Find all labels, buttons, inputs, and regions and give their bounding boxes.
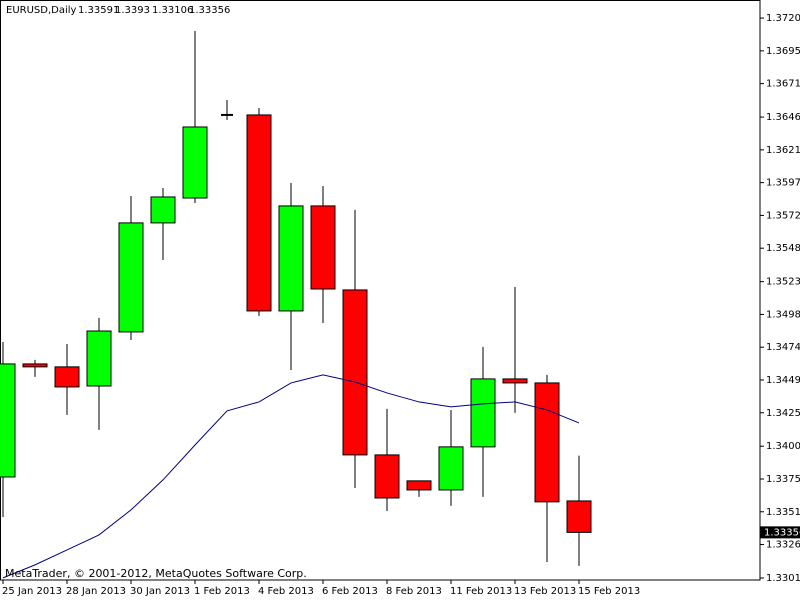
y-tick-label: 1.33510 — [766, 507, 800, 518]
y-tick-label: 1.34250 — [766, 408, 800, 419]
candle-body — [310, 205, 336, 290]
candle-body — [278, 205, 304, 312]
header-open: 1.33591 — [78, 5, 119, 16]
candle-body — [0, 363, 16, 478]
candle-body — [406, 480, 432, 491]
candle-body — [86, 330, 112, 387]
x-tick-label: 13 Feb 2013 — [514, 586, 576, 597]
header-close: 1.33356 — [189, 5, 230, 16]
y-tick-label: 1.36710 — [766, 79, 800, 90]
x-tick-label: 8 Feb 2013 — [386, 586, 442, 597]
chart-title: EURUSD,Daily — [6, 5, 77, 16]
x-tick-label: 4 Feb 2013 — [258, 586, 314, 597]
y-tick-label: 1.34985 — [766, 309, 800, 320]
candle-body — [438, 446, 464, 491]
y-tick-label: 1.33015 — [766, 573, 800, 584]
x-tick-label: 15 Feb 2013 — [578, 586, 640, 597]
x-tick-label: 11 Feb 2013 — [450, 586, 512, 597]
y-tick-label: 1.35230 — [766, 277, 800, 288]
candle-body — [182, 126, 208, 199]
y-tick-label: 1.36215 — [766, 145, 800, 156]
candle-body — [374, 454, 400, 499]
candle-body — [470, 378, 496, 448]
moving-average — [2, 374, 580, 579]
candle-body — [534, 382, 560, 503]
y-tick-label: 1.33755 — [766, 474, 800, 485]
x-tick-label: 1 Feb 2013 — [194, 586, 250, 597]
y-tick-label: 1.34740 — [766, 342, 800, 353]
y-tick-label: 1.35970 — [766, 178, 800, 189]
candle-body — [566, 500, 592, 533]
candle-body — [342, 289, 368, 456]
y-tick-label: 1.37200 — [766, 13, 800, 24]
candle-body — [150, 196, 176, 224]
x-tick-label: 28 Jan 2013 — [66, 586, 126, 597]
y-tick-label: 1.36955 — [766, 46, 800, 57]
price-label: 1.33356 — [764, 527, 800, 538]
y-tick-label: 1.36460 — [766, 112, 800, 123]
y-tick-label: 1.35725 — [766, 210, 800, 221]
candle-body — [118, 222, 144, 333]
header-high: 1.3393 — [115, 5, 150, 16]
candle-body — [502, 378, 528, 384]
y-tick-label: 1.35480 — [766, 243, 800, 254]
x-tick-label: 30 Jan 2013 — [130, 586, 190, 597]
price-label-box — [760, 526, 800, 539]
candle-body — [54, 366, 80, 388]
candle-body — [22, 363, 48, 368]
y-tick-label: 1.33265 — [766, 540, 800, 551]
x-tick-label: 6 Feb 2013 — [322, 586, 378, 597]
x-tick-label: 25 Jan 2013 — [2, 586, 62, 597]
marks — [0, 31, 592, 579]
y-tick-label: 1.34000 — [766, 441, 800, 452]
footer: MetaTrader, © 2001-2012, MetaQuotes Soft… — [5, 567, 307, 580]
y-tick-label: 1.34495 — [766, 375, 800, 386]
plot-frame — [0, 0, 761, 581]
header-low: 1.33106 — [152, 5, 193, 16]
candle-body — [246, 114, 272, 312]
